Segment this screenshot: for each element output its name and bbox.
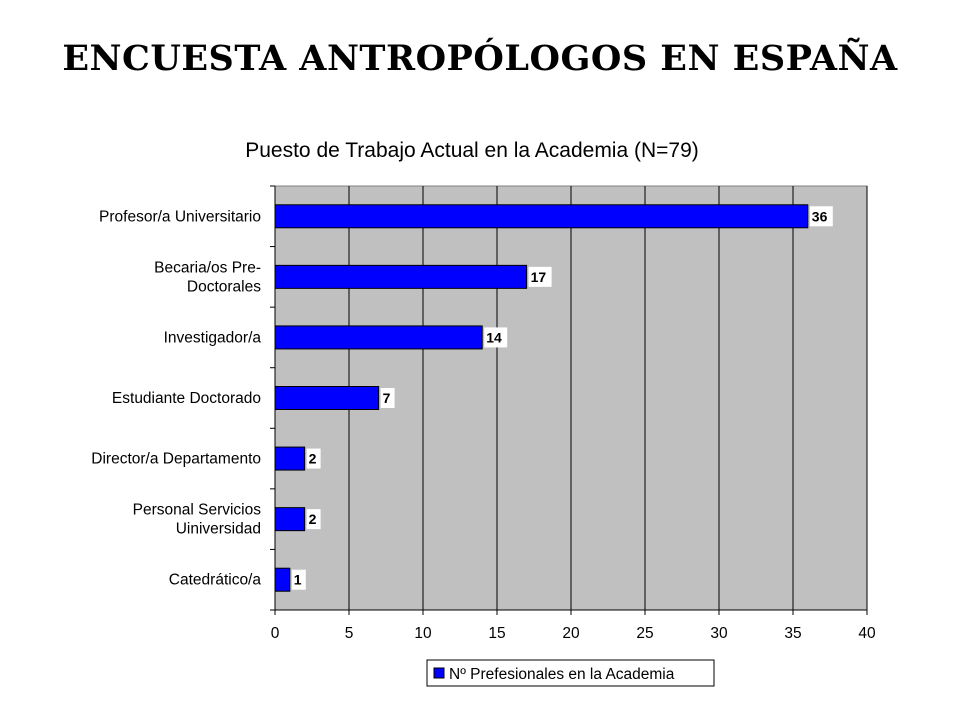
data-label: 1 bbox=[294, 572, 302, 588]
bar bbox=[274, 264, 528, 289]
x-tick-label: 20 bbox=[562, 625, 580, 642]
data-label: 17 bbox=[531, 269, 547, 285]
data-label: 36 bbox=[812, 208, 828, 224]
data-label-bg bbox=[306, 448, 321, 469]
category-label: Investigador/a bbox=[164, 329, 262, 346]
slide-title: ENCUESTA ANTROPÓLOGOS EN ESPAÑA bbox=[62, 38, 898, 79]
gridlines bbox=[348, 186, 868, 610]
x-tick-label: 0 bbox=[271, 625, 280, 642]
data-label-bg bbox=[484, 327, 508, 348]
bar bbox=[274, 446, 306, 471]
x-tick-label: 30 bbox=[710, 625, 728, 642]
category-label: Personal Servicios Uiniversidad bbox=[133, 502, 262, 538]
legend: Nº Prefesionales en la Academia bbox=[426, 659, 715, 687]
bar bbox=[274, 325, 483, 350]
bar bbox=[274, 507, 306, 532]
data-label-bg bbox=[809, 206, 833, 227]
x-tick-label: 10 bbox=[414, 625, 432, 642]
category-label: Catedrático/a bbox=[169, 572, 262, 589]
x-tick-label: 40 bbox=[858, 625, 876, 642]
data-label: 2 bbox=[309, 451, 317, 467]
x-tick-label: 25 bbox=[636, 625, 653, 642]
labels: Profesor/a Universitario Becaria/os Pre-D… bbox=[91, 206, 833, 590]
bar bbox=[274, 567, 291, 592]
category-label: Profesor/a Universitario bbox=[99, 208, 261, 225]
data-label: 7 bbox=[383, 390, 391, 406]
data-label-bg bbox=[528, 266, 552, 287]
category-label: Estudiante Doctorado bbox=[112, 390, 261, 407]
x-tick-label: 5 bbox=[345, 625, 354, 642]
data-label: 2 bbox=[309, 511, 317, 527]
legend-label: Nº Prefesionales en la Academia bbox=[449, 666, 675, 683]
chart-title: Puesto de Trabajo Actual en la Academia … bbox=[245, 139, 699, 162]
legend-box bbox=[426, 659, 715, 687]
data-label-bg bbox=[306, 509, 321, 530]
axes: 0 5 10 15 20 25 30 35 40 bbox=[270, 185, 876, 642]
bar bbox=[274, 204, 809, 229]
bar bbox=[274, 386, 380, 410]
category-label: Director/a Departamento bbox=[91, 451, 261, 468]
data-label: 14 bbox=[486, 329, 502, 345]
legend-swatch bbox=[433, 667, 445, 679]
data-label-bg bbox=[380, 388, 395, 408]
data-label-bg bbox=[291, 569, 306, 590]
x-tick-label: 15 bbox=[488, 625, 505, 642]
category-label: Becaria/os Pre-Doctorales bbox=[154, 259, 261, 295]
bars bbox=[274, 204, 809, 592]
x-tick-label: 35 bbox=[784, 625, 801, 642]
